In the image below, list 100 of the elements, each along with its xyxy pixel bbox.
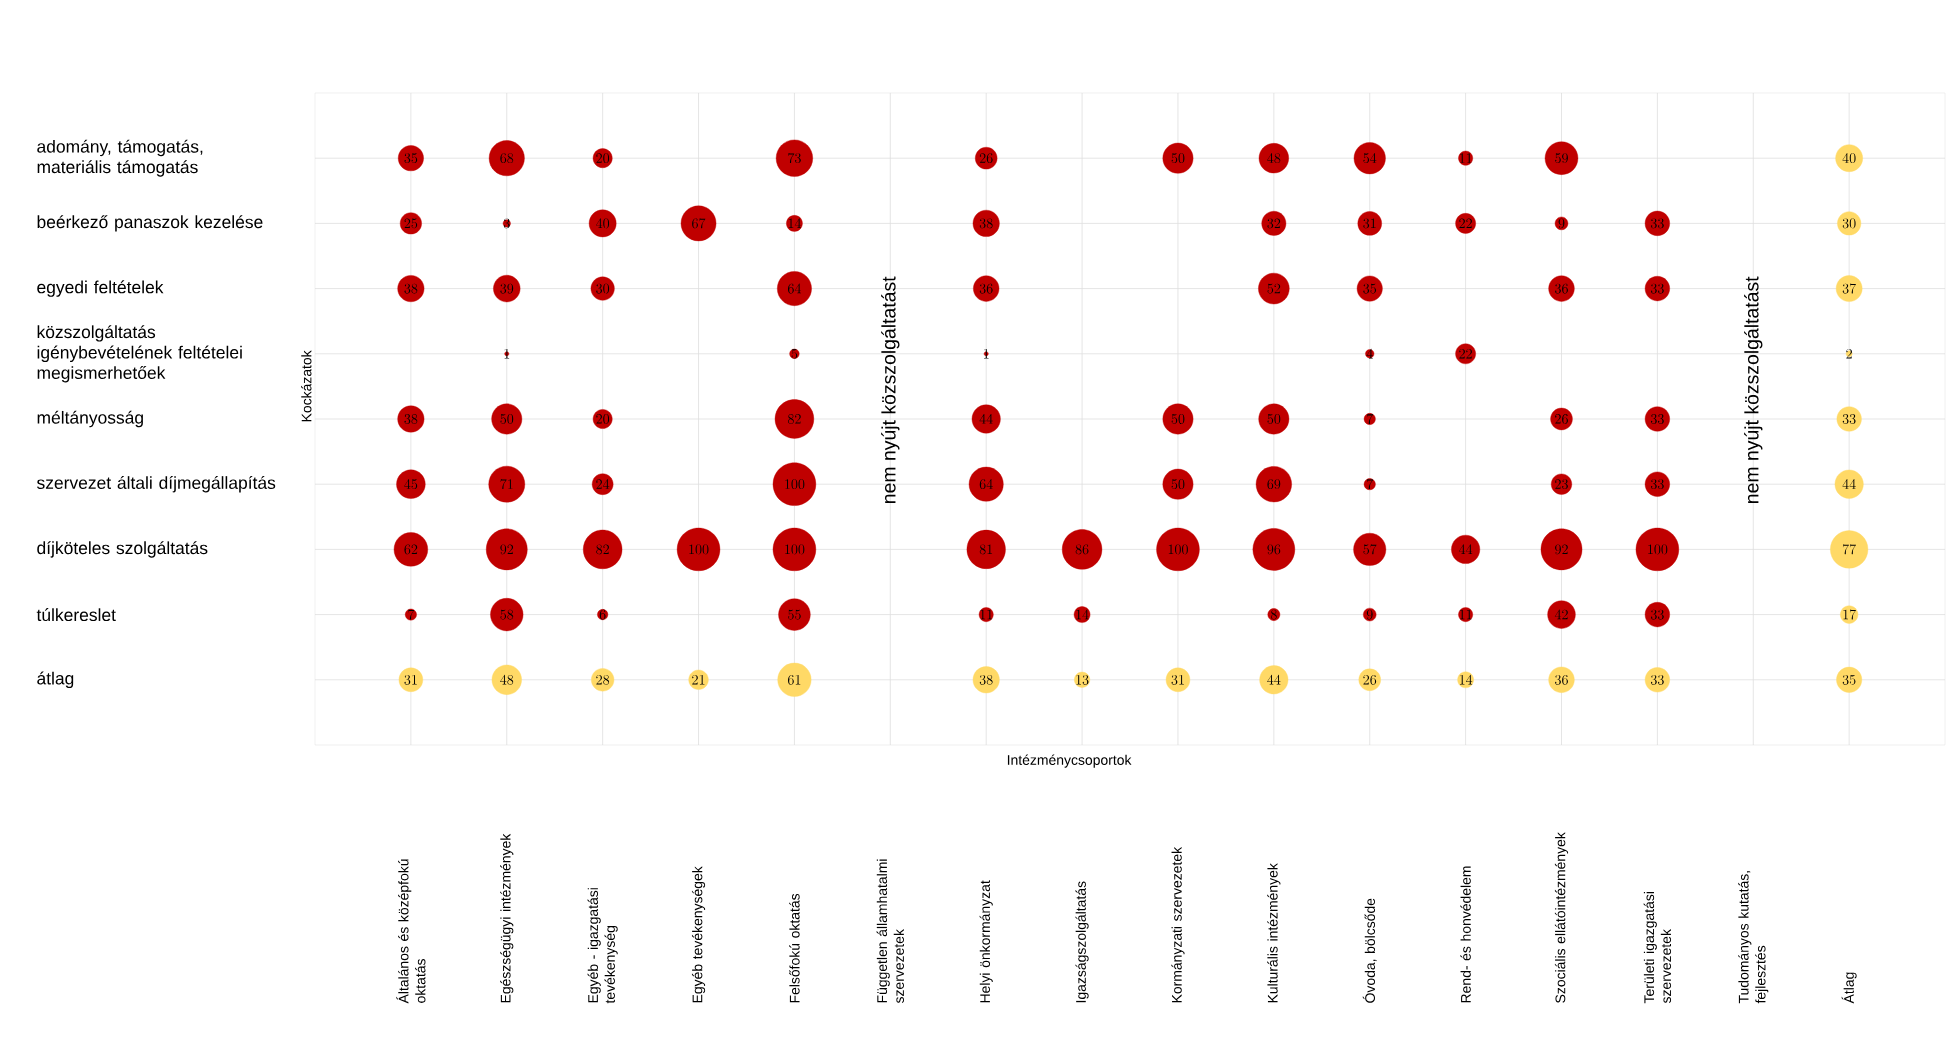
data-label: 50 [500, 414, 514, 424]
data-label: 100 [785, 479, 805, 490]
data-label: 26 [979, 153, 993, 164]
data-label: 5 [791, 348, 798, 359]
data-label: 9 [1366, 609, 1373, 620]
data-label: 35 [1842, 674, 1856, 685]
x-tick-label: Rend- és honvédelem [1460, 866, 1471, 1003]
data-label: 33 [1650, 218, 1664, 229]
data-label: 11 [1459, 153, 1472, 163]
data-label: 14 [1076, 609, 1089, 620]
data-label: 30 [1842, 218, 1856, 229]
y-tick-label: átlag [37, 671, 74, 689]
y-tick-label: adomány, támogatás, materiális támogatás [37, 139, 203, 177]
annotation: nem nyújt közszolgáltatást [1744, 276, 1763, 503]
data-label: 35 [1363, 283, 1377, 294]
y-tick-label: egyedi feltételek [37, 280, 164, 297]
x-tick-label: Egészségügyi intézmények [500, 833, 514, 1003]
data-label: 17 [1843, 609, 1856, 620]
data-label: 33 [1650, 283, 1664, 294]
data-label: 40 [1842, 153, 1856, 164]
data-label: 44 [1458, 544, 1473, 555]
y-tick-label: szervezet általi díjmegállapítás [37, 475, 276, 493]
data-label: 31 [1171, 674, 1184, 685]
data-label: 64 [979, 479, 993, 490]
data-label: 38 [979, 218, 993, 229]
data-label: 13 [1076, 674, 1089, 685]
x-tick-label: Igazságszolgáltatás [1075, 881, 1089, 1003]
data-label: 39 [500, 283, 514, 294]
data-label: 14 [788, 218, 802, 228]
data-label: 25 [404, 218, 418, 229]
data-label: 42 [1554, 609, 1568, 620]
x-tick-label: Egyéb tevékenységek [691, 866, 706, 1003]
data-label: 67 [692, 218, 706, 229]
data-label: 64 [788, 283, 802, 294]
data-label: 77 [1842, 544, 1856, 555]
data-label: 100 [785, 544, 805, 555]
x-tick-label: Tudományos kutatás, fejlesztés [1738, 871, 1769, 1004]
x-tick-label: Helyi önkormányzat [979, 880, 993, 1003]
data-label: 7 [1367, 413, 1374, 424]
data-label: 82 [596, 544, 609, 555]
data-label: 31 [404, 674, 417, 685]
data-label: 59 [1555, 153, 1568, 164]
data-label: 68 [500, 153, 514, 164]
data-label: 57 [1363, 544, 1377, 555]
data-label: 11 [1459, 609, 1472, 620]
data-label: 22 [1459, 348, 1472, 359]
data-label: 35 [404, 153, 418, 164]
data-label: 3 [503, 218, 510, 229]
data-label: 44 [1267, 674, 1281, 685]
data-label: 100 [689, 544, 709, 555]
data-label: 6 [599, 609, 606, 620]
data-label: 24 [596, 479, 610, 489]
data-label: 38 [404, 283, 418, 294]
data-label: 20 [596, 414, 610, 424]
data-label: 23 [1555, 479, 1568, 490]
data-label: 28 [596, 674, 610, 685]
data-label: 33 [1650, 609, 1664, 620]
data-label: 37 [1842, 283, 1856, 294]
data-label: 48 [1267, 153, 1281, 164]
data-label: 50 [1171, 479, 1185, 490]
data-label: 50 [1267, 414, 1281, 424]
data-label: 20 [596, 153, 610, 164]
data-label: 52 [1267, 283, 1281, 294]
data-label: 55 [788, 609, 801, 620]
x-tick-label: Átlag [1841, 972, 1857, 1004]
data-label: 30 [596, 283, 610, 294]
data-label: 50 [1171, 153, 1185, 164]
x-tick-label: Egyéb - igazgatási tevékenység [587, 888, 618, 1004]
data-label: 7 [1367, 479, 1374, 490]
data-label: 92 [1555, 544, 1568, 555]
x-axis-title: Intézménycsoportok [1007, 754, 1132, 768]
data-label: 58 [500, 609, 514, 620]
annotation: nem nyújt közszolgáltatást [881, 276, 900, 503]
data-label: 32 [1267, 218, 1281, 229]
data-label: 4 [1366, 348, 1373, 359]
y-tick-label: beérkező panaszok kezelése [37, 215, 263, 232]
data-label: 14 [1459, 674, 1473, 685]
data-label: 33 [1842, 414, 1856, 424]
data-label: 33 [1650, 674, 1664, 685]
data-label: 54 [1363, 153, 1377, 164]
data-label: 9 [1558, 218, 1565, 229]
x-tick-label: Óvoda, bölcsőde [1362, 898, 1377, 1003]
data-label: 8 [1270, 609, 1277, 620]
data-label: 96 [1267, 544, 1281, 555]
y-tick-label: túlkereslet [36, 608, 116, 622]
data-label: 40 [596, 218, 610, 229]
data-label: 92 [500, 544, 514, 555]
y-tick-label: méltányosság [37, 410, 143, 428]
data-label: 73 [788, 153, 801, 164]
data-label: 1 [504, 348, 510, 359]
data-label: 69 [1267, 479, 1281, 490]
x-tick-label: Területi igazgatási szervezetek [1643, 892, 1672, 1004]
data-label: 1 [984, 348, 989, 359]
data-label: 100 [1168, 544, 1188, 555]
x-tick-label: Szociális ellátóintézmények [1554, 832, 1569, 1003]
data-label: 33 [1650, 479, 1664, 490]
data-label: 62 [404, 544, 418, 555]
data-label: 31 [1363, 218, 1376, 229]
data-label: 61 [788, 674, 801, 685]
data-label: 36 [1555, 674, 1568, 685]
